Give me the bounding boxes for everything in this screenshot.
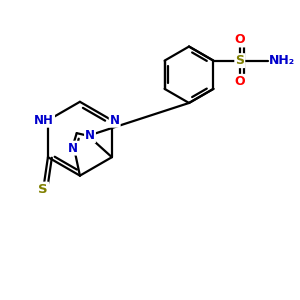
Text: S: S <box>235 54 244 67</box>
Text: N: N <box>110 114 120 127</box>
Text: O: O <box>235 34 245 46</box>
Text: N: N <box>85 129 95 142</box>
Text: NH: NH <box>34 114 54 127</box>
Text: S: S <box>38 183 48 196</box>
Text: NH₂: NH₂ <box>269 54 295 67</box>
Text: N: N <box>68 142 78 154</box>
Text: O: O <box>235 75 245 88</box>
